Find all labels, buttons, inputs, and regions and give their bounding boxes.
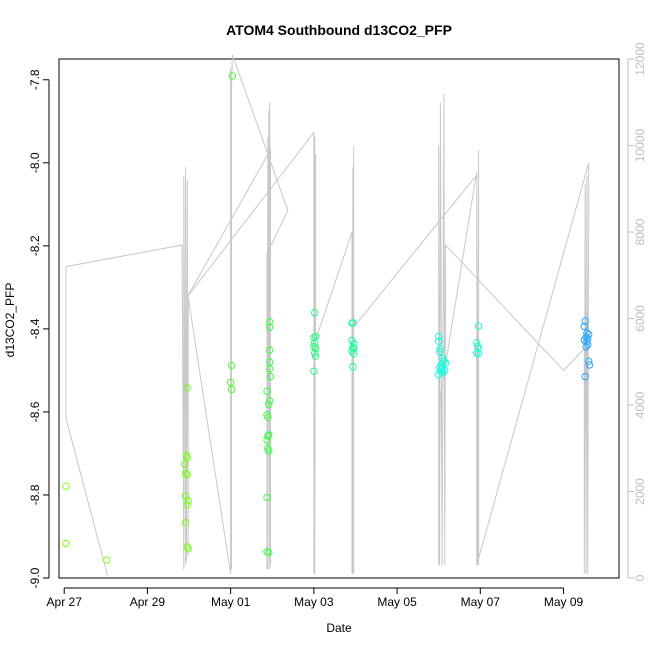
data-point xyxy=(436,345,445,353)
data-point xyxy=(439,368,447,377)
data-point xyxy=(183,384,192,392)
y2-tick-label: 0 xyxy=(633,574,647,581)
data-point xyxy=(62,482,70,490)
data-point xyxy=(266,346,274,354)
x-tick-label: May 07 xyxy=(461,595,501,609)
data-point xyxy=(266,372,275,381)
y-axis: -9.0 -8.8 -8.6 -8.4 -8.2 -8.0 -7.8 xyxy=(28,69,50,588)
data-point xyxy=(263,387,271,395)
data-point xyxy=(585,357,593,365)
data-point xyxy=(227,385,236,394)
data-point xyxy=(266,358,274,366)
data-point xyxy=(474,344,483,353)
x-tick-label: May 01 xyxy=(211,595,251,609)
x-axis-label: Date xyxy=(326,621,352,635)
data-point xyxy=(350,340,358,348)
data-point xyxy=(184,497,192,505)
x-tick-label: May 03 xyxy=(294,595,334,609)
x-tick-label: Apr 27 xyxy=(47,595,83,609)
data-point xyxy=(183,470,192,479)
x-tick-label: Apr 29 xyxy=(130,595,166,609)
data-point xyxy=(265,447,273,455)
y-tick-label: -8.8 xyxy=(28,484,42,505)
data-point xyxy=(264,413,272,421)
data-point xyxy=(474,322,483,330)
data-point xyxy=(474,350,483,358)
data-point xyxy=(181,469,190,478)
data-point xyxy=(435,348,444,356)
data-point xyxy=(264,432,272,440)
data-point xyxy=(583,338,591,346)
data-point xyxy=(581,372,589,381)
data-point xyxy=(228,72,237,80)
data-point xyxy=(580,322,588,331)
data-point xyxy=(584,341,592,349)
data-point xyxy=(263,493,271,502)
data-point xyxy=(311,349,319,357)
data-point xyxy=(440,357,448,365)
data-point xyxy=(62,539,70,548)
altitude-line xyxy=(65,54,590,576)
data-point xyxy=(435,332,443,341)
x-tick-label: May 05 xyxy=(377,595,417,609)
y2-tick-label: 10000 xyxy=(633,128,647,162)
data-point xyxy=(226,378,235,387)
y-tick-label: -8.2 xyxy=(28,235,42,256)
y2-axis: 0 2000 4000 6000 8000 10000 12000 xyxy=(627,42,647,581)
y-tick-label: -7.8 xyxy=(28,69,42,90)
data-point xyxy=(435,337,443,345)
chart-title: ATOM4 Southbound d13CO2_PFP xyxy=(226,22,452,38)
y-tick-label: -9.0 xyxy=(28,567,42,588)
data-point xyxy=(183,501,192,509)
data-point xyxy=(266,397,274,405)
plot-frame xyxy=(58,58,620,579)
data-point xyxy=(435,370,443,379)
data-point xyxy=(583,329,591,337)
y-axis-label: d13CO2_PFP xyxy=(3,283,17,358)
data-point xyxy=(585,361,594,369)
x-tick-label: May 09 xyxy=(544,595,584,609)
data-point xyxy=(348,319,356,327)
data-point xyxy=(441,359,450,367)
data-point xyxy=(582,343,590,351)
data-point xyxy=(265,431,273,439)
x-axis: Apr 27 Apr 29 May 01 May 03 May 05 May 07 May … xyxy=(47,587,584,609)
y-tick-label: -8.0 xyxy=(28,152,42,173)
altitude-layer xyxy=(65,54,590,576)
y2-tick-label: 4000 xyxy=(633,391,647,418)
data-point xyxy=(311,344,320,353)
y-tick-label: -8.6 xyxy=(28,401,42,422)
data-point xyxy=(263,548,271,556)
data-point xyxy=(181,460,189,468)
data-point xyxy=(183,453,192,462)
data-point xyxy=(227,361,236,370)
y2-tick-label: 6000 xyxy=(633,305,647,332)
data-point xyxy=(310,367,318,375)
data-point xyxy=(349,363,357,371)
y2-tick-label: 12000 xyxy=(633,42,647,76)
data-point xyxy=(350,344,358,353)
data-point xyxy=(441,366,449,375)
points-layer xyxy=(62,72,594,564)
data-point xyxy=(350,350,358,358)
data-point xyxy=(265,400,273,409)
y2-tick-label: 8000 xyxy=(633,218,647,245)
data-point xyxy=(266,318,274,326)
data-point xyxy=(311,332,320,341)
data-point xyxy=(263,436,271,444)
data-point xyxy=(103,556,111,564)
data-point xyxy=(311,352,320,360)
data-point xyxy=(581,317,589,325)
data-point xyxy=(266,323,274,331)
y-tick-label: -8.4 xyxy=(28,318,42,339)
data-point xyxy=(181,519,190,527)
data-point xyxy=(184,545,192,553)
y2-tick-label: 2000 xyxy=(633,478,647,505)
data-point xyxy=(311,309,319,317)
data-point xyxy=(310,333,318,342)
